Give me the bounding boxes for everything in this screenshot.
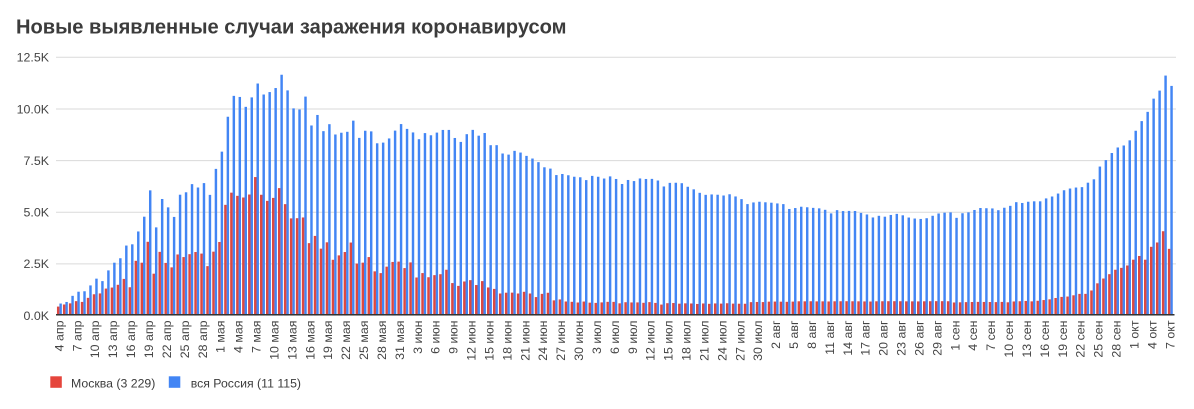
svg-text:1 окт: 1 окт [1127,320,1141,349]
svg-text:25 мая: 25 мая [357,321,371,360]
svg-text:11 авг: 11 авг [823,320,837,355]
svg-text:7 сен: 7 сен [984,321,998,351]
svg-text:24 июн: 24 июн [536,321,550,361]
svg-text:13 апр: 13 апр [106,320,120,358]
svg-text:7.5K: 7.5K [24,154,50,168]
svg-text:25 сен: 25 сен [1092,321,1106,358]
svg-text:7 окт: 7 окт [1163,320,1177,349]
svg-text:27 июн: 27 июн [554,321,568,361]
svg-text:12.5K: 12.5K [17,51,50,65]
svg-text:6 июн: 6 июн [429,321,443,354]
svg-text:2.5K: 2.5K [24,257,50,271]
svg-text:28 мая: 28 мая [375,321,389,360]
svg-text:0.0K: 0.0K [24,309,50,323]
svg-text:10 мая: 10 мая [267,321,281,360]
svg-text:4 мая: 4 мая [232,321,246,353]
svg-text:1 сен: 1 сен [948,321,962,351]
svg-text:4 апр: 4 апр [52,320,66,351]
svg-text:31 мая: 31 мая [393,321,407,360]
svg-text:10.0K: 10.0K [17,102,50,116]
svg-text:5.0K: 5.0K [24,206,50,220]
svg-text:21 июл: 21 июл [697,321,711,361]
svg-text:19 мая: 19 мая [321,321,335,360]
svg-text:19 апр: 19 апр [142,320,156,358]
svg-text:24 июл: 24 июл [715,321,729,361]
svg-text:10 апр: 10 апр [88,320,102,358]
svg-text:30 июн: 30 июн [572,321,586,361]
svg-text:19 сен: 19 сен [1056,321,1070,358]
svg-text:22 мая: 22 мая [339,321,353,360]
svg-text:9 июл: 9 июл [626,321,640,355]
svg-text:3 июл: 3 июл [590,321,604,355]
svg-text:15 июн: 15 июн [482,321,496,361]
svg-text:7 апр: 7 апр [70,320,84,351]
svg-text:22 сен: 22 сен [1074,321,1088,358]
svg-text:25 апр: 25 апр [178,320,192,358]
svg-text:30 июл: 30 июл [751,321,765,361]
svg-text:Москва (3 229): Москва (3 229) [71,377,155,391]
svg-text:4 окт: 4 окт [1145,320,1159,349]
svg-text:16 мая: 16 мая [303,321,317,360]
svg-text:3 июн: 3 июн [411,321,425,354]
svg-text:29 авг: 29 авг [930,320,944,356]
svg-text:9 июн: 9 июн [447,321,461,354]
svg-text:7 мая: 7 мая [250,321,264,353]
svg-text:12 июн: 12 июн [465,321,479,361]
svg-text:10 сен: 10 сен [1002,321,1016,358]
svg-text:23 авг: 23 авг [895,320,909,356]
svg-text:15 июл: 15 июл [662,321,676,361]
svg-text:14 авг: 14 авг [841,320,855,356]
svg-text:28 сен: 28 сен [1110,321,1124,358]
svg-text:13 сен: 13 сен [1020,321,1034,358]
svg-text:6 июл: 6 июл [608,321,622,355]
svg-text:1 мая: 1 мая [214,321,228,353]
svg-text:2 авг: 2 авг [769,320,783,349]
svg-text:4 сен: 4 сен [966,321,980,351]
svg-text:5 авг: 5 авг [787,320,801,349]
svg-text:20 авг: 20 авг [877,320,891,356]
svg-text:13 мая: 13 мая [285,321,299,360]
svg-text:18 июн: 18 июн [500,321,514,361]
svg-text:27 июл: 27 июл [733,321,747,361]
svg-text:12 июл: 12 июл [644,321,658,361]
svg-text:18 июл: 18 июл [680,321,694,361]
svg-text:Новые выявленные случаи зараже: Новые выявленные случаи заражения корона… [16,17,567,39]
svg-text:28 апр: 28 апр [196,320,210,358]
svg-text:16 апр: 16 апр [124,320,138,358]
svg-text:8 авг: 8 авг [805,320,819,349]
svg-text:22 апр: 22 апр [160,320,174,358]
svg-text:21 июн: 21 июн [518,321,532,361]
svg-text:вся Россия (11 115): вся Россия (11 115) [191,377,301,391]
svg-text:17 авг: 17 авг [859,320,873,356]
svg-text:26 авг: 26 авг [912,320,926,356]
svg-text:16 сен: 16 сен [1038,321,1052,358]
